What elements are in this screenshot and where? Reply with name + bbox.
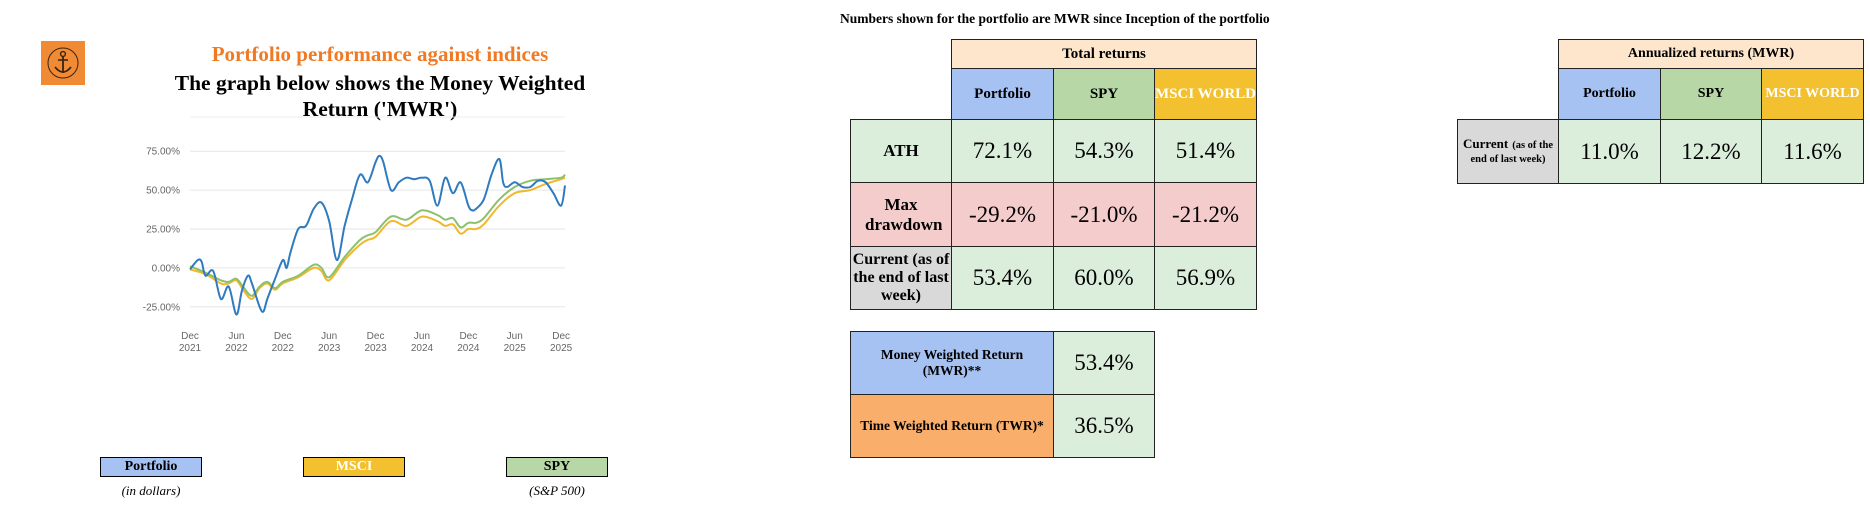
cell-drawdown-msci: -21.2% <box>1153 182 1258 247</box>
y-tick-label: 75.00% <box>146 147 180 158</box>
x-tick-label: 2021 <box>179 343 202 354</box>
x-tick-label: Jun <box>414 331 430 342</box>
row-label-max-drawdown: Max drawdown <box>850 182 952 247</box>
col-header-portfolio: Portfolio <box>951 68 1054 120</box>
twr-label: Time Weighted Return (TWR)* <box>850 394 1054 458</box>
series-line-portfolio <box>189 154 566 316</box>
legend-msci: MSCI <box>303 457 405 477</box>
twr-value: 36.5% <box>1053 394 1155 458</box>
x-tick-label: Dec <box>367 331 385 342</box>
ann-cell-spy: 12.2% <box>1660 119 1762 184</box>
ann-row-label-small: (as of the end of last week) <box>1470 139 1554 165</box>
annualized-title: Annualized returns (MWR) <box>1557 39 1865 69</box>
col-header-spy: SPY <box>1053 68 1155 120</box>
ann-cell-msci: 11.6% <box>1760 119 1865 184</box>
cell-ath-spy: 54.3% <box>1053 119 1155 183</box>
cell-drawdown-portfolio: -29.2% <box>951 182 1054 247</box>
ann-col-header-spy: SPY <box>1660 68 1762 120</box>
col-header-msci: MSCI WORLD <box>1153 68 1258 120</box>
ann-row-label-current: Current (as of the end of last week) <box>1457 119 1559 184</box>
series-line-spy <box>189 173 566 297</box>
chart-title: Portfolio performance against indices <box>211 42 549 66</box>
row-label-current: Current (as of the end of last week) <box>850 246 952 310</box>
annualized-table: Annualized returns (MWR) Portfolio SPY M… <box>1457 39 1865 184</box>
cell-ath-msci: 51.4% <box>1153 119 1258 183</box>
mwr-twr-table: Money Weighted Return (MWR)** 53.4% Time… <box>850 331 1155 458</box>
ann-col-header-portfolio: Portfolio <box>1558 68 1661 120</box>
ann-cell-portfolio: 11.0% <box>1558 119 1661 184</box>
y-tick-label: 0.00% <box>152 263 180 274</box>
x-tick-label: 2025 <box>504 343 527 354</box>
x-tick-label: Dec <box>181 331 199 342</box>
legend-portfolio-label: Portfolio <box>124 459 178 474</box>
x-tick-label: 2025 <box>550 343 573 354</box>
mwr-value: 53.4% <box>1053 331 1155 395</box>
y-tick-label: 50.00% <box>146 186 180 197</box>
headnote: Numbers shown for the portfolio are MWR … <box>840 11 1270 26</box>
x-tick-label: 2022 <box>225 343 248 354</box>
legend-msci-label: MSCI <box>335 459 373 474</box>
legend-portfolio-sub: (in dollars) <box>121 483 181 498</box>
anchor-icon <box>47 47 79 79</box>
x-tick-label: Jun <box>507 331 523 342</box>
chart-subtitle: The graph below shows the Money Weighted… <box>174 71 586 121</box>
x-tick-label: 2023 <box>318 343 341 354</box>
cell-ath-portfolio: 72.1% <box>951 119 1054 183</box>
x-tick-label: 2023 <box>364 343 387 354</box>
ann-row-label-main: Current <box>1462 135 1509 151</box>
cell-current-msci: 56.9% <box>1153 246 1258 310</box>
series-line-msci <box>189 176 566 300</box>
x-tick-label: 2024 <box>457 343 480 354</box>
legend-portfolio: Portfolio <box>100 457 202 477</box>
legend-spy: SPY <box>506 457 608 477</box>
x-tick-label: 2024 <box>411 343 434 354</box>
total-returns-table: Total returns Portfolio SPY MSCI WORLD A… <box>850 39 1258 310</box>
x-tick-label: Jun <box>228 331 244 342</box>
x-tick-label: Dec <box>274 331 292 342</box>
x-tick-label: Dec <box>459 331 477 342</box>
row-label-ath: ATH <box>850 119 952 183</box>
cell-current-spy: 60.0% <box>1053 246 1155 310</box>
logo <box>41 41 85 85</box>
cell-drawdown-spy: -21.0% <box>1053 182 1155 247</box>
total-returns-title: Total returns <box>950 39 1258 69</box>
x-tick-label: Jun <box>321 331 337 342</box>
x-tick-label: 2022 <box>272 343 295 354</box>
line-chart: 75.00%50.00%25.00%0.00%-25.00%Dec2021Jun… <box>143 116 573 354</box>
mwr-label: Money Weighted Return (MWR)** <box>850 331 1054 395</box>
cell-current-portfolio: 53.4% <box>951 246 1054 310</box>
legend-spy-sub: (S&P 500) <box>529 483 585 498</box>
legend-spy-label: SPY <box>543 459 571 474</box>
x-tick-label: Dec <box>552 331 570 342</box>
y-tick-label: -25.00% <box>143 302 180 313</box>
y-tick-label: 25.00% <box>146 225 180 236</box>
ann-col-header-msci: MSCI WORLD <box>1760 68 1865 120</box>
